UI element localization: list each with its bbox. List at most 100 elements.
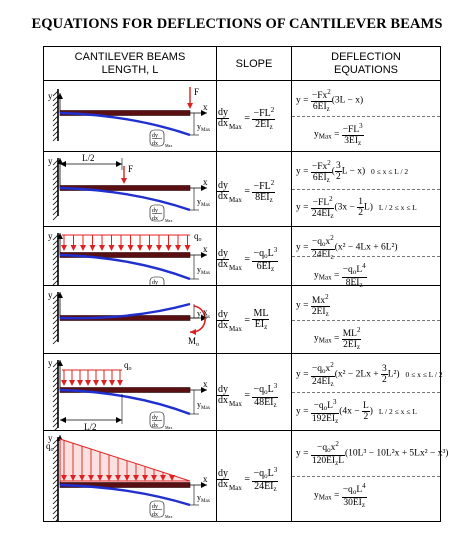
x-axis-arrow [201,252,207,258]
numerator: ML [252,307,270,320]
numerator: −qox2 [310,439,345,456]
eq-rest: L − x) [341,166,366,177]
triangular-load-head [97,475,103,481]
deflection-equation: y = −Fx2 6EIz(3 2 L − x) 0 ≤ x ≤ L / 2 [296,158,408,185]
slope-dydx: dy dx [217,181,229,202]
wall-hatch [52,416,59,423]
load-label-qo-sub: o [199,237,202,243]
slope-dydx: dy dx [217,108,229,129]
eq-fraction: −FL2 24EIz [310,194,335,221]
y-axis-label: y [48,91,53,101]
wall-hatch [52,239,59,246]
numerator: −FL2 [310,195,335,209]
equals: = [241,473,253,485]
eq-lhs: y = [296,202,309,213]
slope-equation: dy dx Max = −qoL3 6EIz [217,245,291,274]
deflection-table: CANTILEVER BEAMS LENGTH, L SLOPE DEFLECT… [43,46,448,522]
end-moment-arrow [190,329,196,335]
subscript: Max [318,336,332,345]
distributed-load-head [93,380,99,386]
eq-fraction: −FL3 3EIz [341,121,364,148]
wall-hatch [52,135,59,142]
wall-hatch [52,105,59,112]
wall-hatch [52,448,59,455]
eq-lhs: y = [296,406,309,417]
distributed-load-head [137,245,143,251]
slope-equation: dy dx Max = −qoL3 24EIz [217,465,291,494]
l2-arrow-left [60,417,66,423]
distributed-load-head [117,380,123,386]
l2-arrow-left [60,161,66,167]
eq-rest: (x² − 2Lx + [334,369,381,380]
dx: dx [218,395,228,406]
denominator: 6EIz [312,102,330,113]
dy: dy [217,308,229,321]
beam [59,185,191,191]
superscript: 3 [273,246,278,254]
deflection-equation: y = −qox2 24EIz (x² − 4Lx + 6L²) [296,233,398,262]
deflection-equation: y = −qoL3 192EIz (4x − L 2) L / 2 ≤ x ≤ L [296,397,417,426]
eq-condition: L / 2 ≤ x ≤ L [376,406,417,416]
eq-equals: = [331,333,342,344]
x-axis-label: x [203,474,208,484]
numerator: −Fx2 [310,159,332,173]
dx: dx [218,191,228,202]
wall-hatch [52,366,59,373]
eq-lhs: y = [296,242,311,253]
wall-hatch [52,463,59,470]
wall-hatch [52,90,59,97]
distributed-load-head [69,380,75,386]
subscript: o [321,367,326,375]
y-axis-arrow [57,292,63,298]
slope-label-dy: dy [152,208,158,214]
slope-label-dy: dy [152,133,158,139]
slope-fraction: −FL2 8EIz [252,178,276,205]
deflection-equation: y = −qox2 24EIz (x² − 2Lx + 3 2 L²) 0 ≤ x ≤ … [296,360,443,389]
wall-hatch [52,473,59,480]
slope-label-paren [149,500,165,518]
deflected-shape [59,483,191,507]
eq-rest: L) [363,202,373,213]
y-axis-label: y [48,231,53,241]
wall-hatch [52,303,59,310]
eq-fraction: −qox2 120EIzL [310,439,345,468]
wall-hatch [52,411,59,418]
header-deflection-line2: EQUATIONS [334,64,398,76]
numerator: ML2 [341,325,362,340]
x-axis-label: x [203,102,208,112]
subscript: z [269,196,273,204]
triangular-load-head [124,475,130,481]
subscript: z [273,401,277,409]
wall-hatch [52,318,59,325]
wall-hatch [52,503,59,510]
moment-label-sub: o [196,342,199,348]
load-label-f: F [128,164,133,174]
equals: = [241,185,253,197]
denominator: EIz [254,318,268,331]
eq-lhs: y [314,490,319,501]
wall-hatch [52,100,59,107]
load-label-qo-sub: o [51,447,54,453]
slope-label-dy: dy [152,280,158,285]
eq-fraction: Mx2 2EIz [310,292,330,319]
numerator: −qoL3 [252,382,279,398]
eq-lhs: y = [296,166,311,177]
eq-lhs: y [314,333,319,344]
wall-hatch [52,338,59,345]
superscript: 3 [359,122,363,130]
triangular-load-head [79,475,85,481]
row-divider [44,430,440,431]
load-label-qo: qo [46,441,54,453]
slope-equation: dy dx Max = ML EIz [217,307,291,332]
wall-hatch [52,259,59,266]
wall-hatch [52,214,59,221]
deflection-equation: y = −FL2 24EIz (3x − 1 2 L) L / 2 ≤ x ≤ L [296,194,417,221]
wall-hatch [52,488,59,495]
eq-rest: (x² − 4Lx + 6L²) [334,242,398,253]
header-beams-line2: LENGTH, L [101,64,159,76]
distributed-load-head [89,245,96,251]
subscript: z [264,322,268,331]
numerator: Mx2 [310,293,330,307]
triangular-load-head [160,475,166,481]
